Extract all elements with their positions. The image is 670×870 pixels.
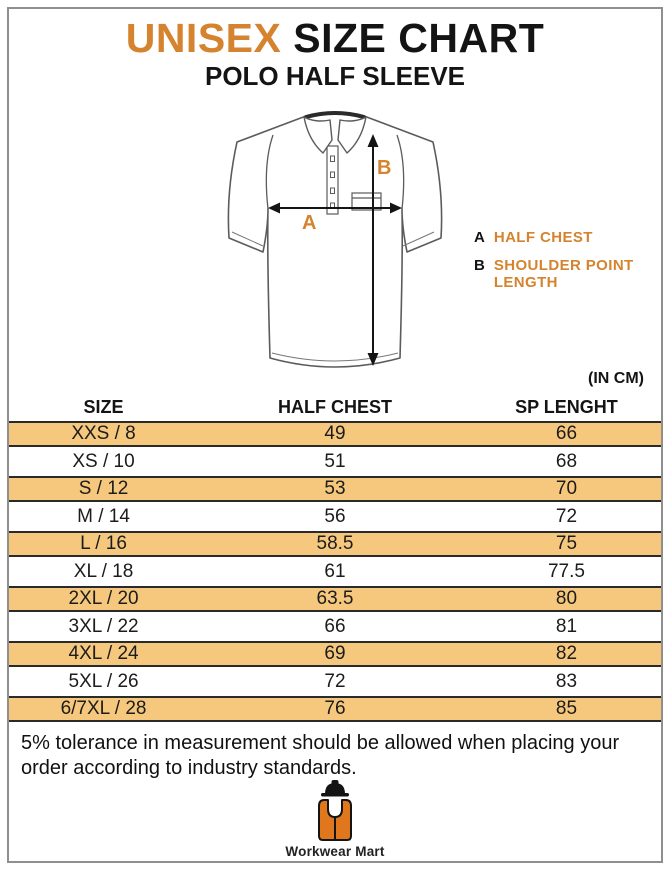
brand-name: Workwear Mart <box>285 844 385 859</box>
table-row: 5XL / 26 72 83 <box>9 666 661 697</box>
cell-size: 2XL / 20 <box>68 588 139 609</box>
legend-key-a: A <box>474 229 485 246</box>
cell-sp-length: 66 <box>555 423 578 444</box>
cell-half-chest: 49 <box>324 423 346 444</box>
button-3 <box>330 187 335 194</box>
workwear-mart-icon <box>318 780 352 841</box>
arrow-b-head-top <box>367 134 379 147</box>
unit-label: (IN CM) <box>588 370 644 387</box>
hard-hat-brim <box>321 793 349 797</box>
cell-half-chest: 66 <box>324 615 346 637</box>
collar-flap-right <box>337 116 367 154</box>
cell-size: XS / 10 <box>72 450 135 472</box>
cell-size: 4XL / 24 <box>68 643 139 664</box>
cell-sp-length: 81 <box>555 615 578 637</box>
marker-a-label: A <box>302 212 316 234</box>
legend-row-b: B SHOULDER POINT LENGTH <box>474 257 659 291</box>
shirt-outline <box>227 111 443 368</box>
table-row: XXS / 8 49 66 <box>9 422 661 446</box>
cell-size: S / 12 <box>78 478 129 499</box>
hard-hat-ridge <box>331 780 339 785</box>
measurement-legend: A HALF CHEST B SHOULDER POINT LENGTH <box>474 229 659 302</box>
table-row: 6/7XL / 28 76 85 <box>9 697 661 721</box>
arrow-b-head-bottom <box>367 353 379 366</box>
armhole-seams <box>265 134 405 210</box>
table-row: 3XL / 22 66 81 <box>9 611 661 642</box>
placket <box>326 145 339 215</box>
table-row: 4XL / 24 69 82 <box>9 642 661 666</box>
table-row: L / 16 58.5 75 <box>9 532 661 556</box>
cell-sp-length: 68 <box>555 450 578 472</box>
cell-size: XL / 18 <box>73 560 134 582</box>
cell-sp-length: 72 <box>555 505 578 527</box>
size-table: SIZE HALF CHEST SP LENGHT XXS / 8 49 66 XS … <box>9 393 661 722</box>
legend-key-b: B <box>474 257 485 274</box>
polo-shirt-diagram: A B <box>213 106 453 391</box>
marker-b-label: B <box>377 157 391 179</box>
legend-row-a: A HALF CHEST <box>474 229 659 246</box>
cell-half-chest: 53 <box>324 478 346 499</box>
tolerance-note: 5% tolerance in measurement should be al… <box>21 732 620 779</box>
collar-band <box>304 111 366 119</box>
cell-half-chest: 69 <box>324 643 346 664</box>
cell-sp-length: 70 <box>555 478 578 499</box>
column-header-size: SIZE <box>83 396 124 417</box>
column-header-half-chest: HALF CHEST <box>277 396 392 417</box>
page-title: UNISEX SIZE CHART <box>0 16 670 60</box>
cell-half-chest: 51 <box>324 450 346 472</box>
cell-sp-length: 80 <box>555 588 578 609</box>
column-header-sp-length: SP LENGHT <box>515 396 618 417</box>
table-row: 2XL / 20 63.5 80 <box>9 587 661 611</box>
page-subtitle: POLO HALF SLEEVE <box>204 61 466 91</box>
table-header-row: SIZE HALF CHEST SP LENGHT <box>9 393 661 422</box>
legend-label-a: HALF CHEST <box>493 229 593 246</box>
page-title-rest: SIZE CHART <box>281 15 545 61</box>
size-table-body: XXS / 8 49 66 XS / 10 51 68 S / 12 53 70 M / 14 56… <box>9 422 661 721</box>
cell-size: 6/7XL / 28 <box>60 698 147 719</box>
cell-size: 3XL / 22 <box>68 615 139 637</box>
cell-sp-length: 82 <box>555 643 578 664</box>
cell-sp-length: 83 <box>555 670 578 692</box>
cell-size: M / 14 <box>77 505 130 527</box>
sleeve-hem-lines <box>231 231 435 247</box>
table-row: XL / 18 61 77.5 <box>9 556 661 587</box>
cell-half-chest: 63.5 <box>316 588 354 609</box>
brand-logo: Workwear Mart <box>0 779 670 859</box>
cell-half-chest: 72 <box>324 670 346 692</box>
button-1 <box>330 155 335 162</box>
cell-size: XXS / 8 <box>71 423 136 444</box>
arrow-a-head-right <box>390 202 402 214</box>
cell-size: L / 16 <box>80 533 127 554</box>
table-row: M / 14 56 72 <box>9 501 661 532</box>
legend-label-b: SHOULDER POINT LENGTH <box>493 257 634 291</box>
table-row: S / 12 53 70 <box>9 477 661 501</box>
hard-hat-dome <box>325 783 345 794</box>
cell-size: 5XL / 26 <box>68 670 139 692</box>
cell-sp-length: 85 <box>555 698 578 719</box>
page-title-accent: UNISEX <box>125 15 282 61</box>
cell-half-chest: 58.5 <box>316 533 354 554</box>
hem-stitch <box>271 352 399 362</box>
cell-half-chest: 76 <box>324 698 346 719</box>
collar-flap-left <box>303 116 333 154</box>
polo-shirt-illustration: A B <box>227 111 443 368</box>
cell-half-chest: 61 <box>324 560 346 582</box>
button-2 <box>330 171 335 178</box>
cell-half-chest: 56 <box>324 505 346 527</box>
table-row: XS / 10 51 68 <box>9 446 661 477</box>
arrow-a-head-left <box>268 202 280 214</box>
cell-sp-length: 77.5 <box>547 560 585 582</box>
cell-sp-length: 75 <box>555 533 578 554</box>
